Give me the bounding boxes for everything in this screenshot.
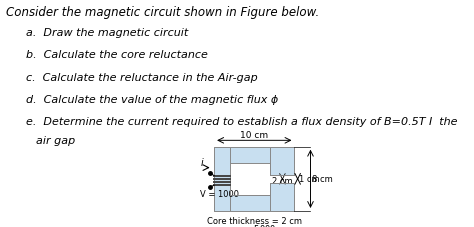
Text: a.  Draw the magnetic circuit: a. Draw the magnetic circuit — [26, 28, 188, 38]
Text: 10 cm: 10 cm — [240, 130, 268, 139]
Text: $\mu_{core}$ = 5000$\mu_0$: $\mu_{core}$ = 5000$\mu_0$ — [223, 222, 286, 227]
Text: Consider the magnetic circuit shown in Figure below.: Consider the magnetic circuit shown in F… — [6, 6, 319, 19]
Text: Core thickness = 2 cm: Core thickness = 2 cm — [207, 216, 302, 225]
Text: 8 cm: 8 cm — [312, 175, 333, 184]
Text: d.  Calculate the value of the magnetic flux ϕ: d. Calculate the value of the magnetic f… — [26, 95, 278, 105]
Bar — [230, 163, 270, 195]
Text: c.  Calculate the reluctance in the Air-gap: c. Calculate the reluctance in the Air-g… — [26, 72, 258, 82]
Text: b.  Calculate the core reluctance: b. Calculate the core reluctance — [26, 50, 208, 60]
Text: air gap: air gap — [36, 136, 75, 146]
Bar — [270, 147, 294, 175]
Bar — [214, 147, 294, 163]
Text: V = 1000: V = 1000 — [200, 189, 239, 198]
Text: e.  Determine the current required to establish a flux density of B=0.5T I  the: e. Determine the current required to est… — [26, 117, 457, 127]
Bar — [270, 183, 294, 211]
Bar — [214, 147, 230, 211]
Text: 2 cm: 2 cm — [272, 176, 293, 185]
Text: 1 cm: 1 cm — [299, 175, 320, 184]
Bar — [214, 195, 294, 211]
Text: i: i — [201, 157, 204, 167]
